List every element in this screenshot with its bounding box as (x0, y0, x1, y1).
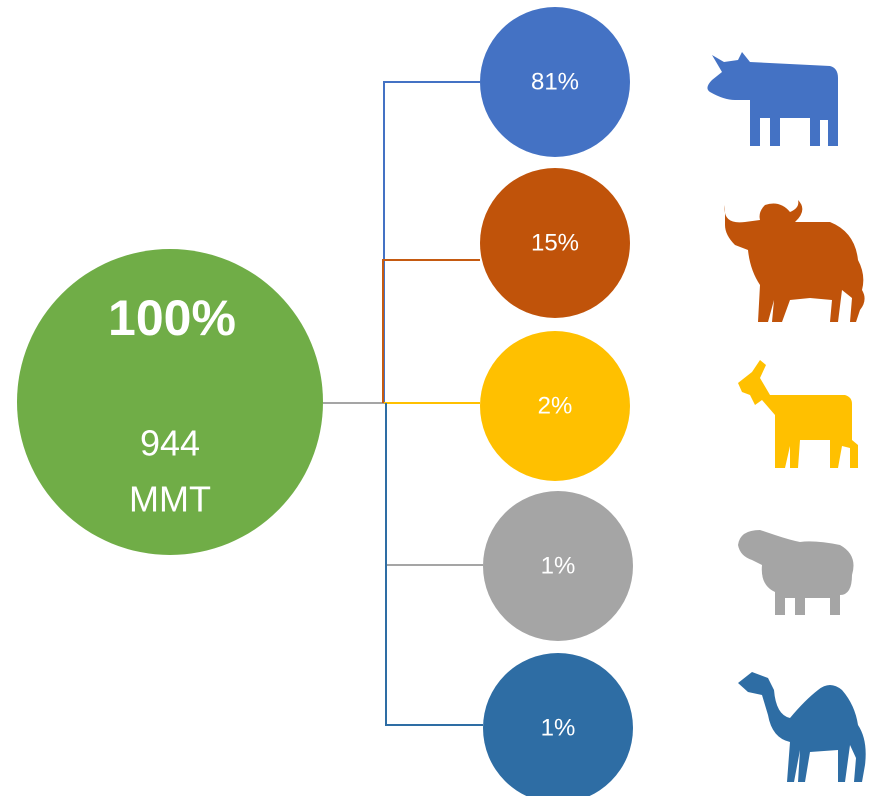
connector (382, 259, 480, 403)
connector (385, 403, 483, 566)
goat-icon (738, 360, 858, 468)
node-circle (483, 653, 633, 796)
node-circle (483, 491, 633, 641)
camel-icon (738, 672, 866, 782)
root-title: 100% (108, 290, 236, 346)
connector (383, 81, 480, 403)
node-label: 1% (541, 552, 576, 579)
node-circle (480, 7, 630, 157)
node-label: 81% (531, 68, 579, 95)
cow-icon (707, 52, 838, 146)
buffalo-icon (724, 200, 865, 322)
sheep-icon (738, 530, 854, 615)
node-label: 2% (538, 392, 573, 419)
connectors (323, 81, 483, 726)
root-line: MMT (129, 479, 211, 520)
root-circle (17, 249, 323, 555)
node-circle (480, 331, 630, 481)
root-line: 944 (140, 423, 200, 464)
connector (385, 403, 483, 726)
node-label: 1% (541, 714, 576, 741)
node-circle (480, 168, 630, 318)
node-label: 15% (531, 229, 579, 256)
